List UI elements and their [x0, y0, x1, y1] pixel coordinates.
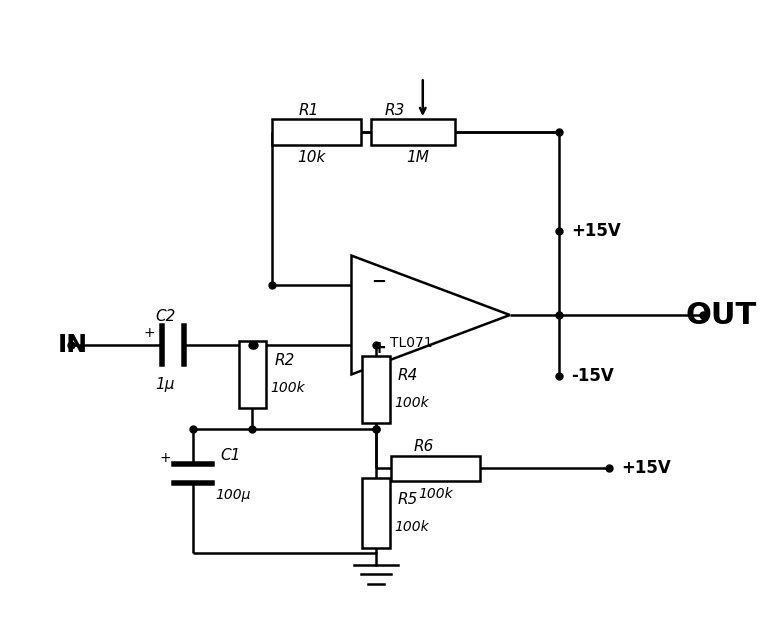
Text: 100k: 100k [418, 487, 453, 501]
Text: 100μ: 100μ [215, 488, 251, 502]
Bar [363, 356, 390, 423]
Text: C2: C2 [155, 310, 175, 324]
Bar [272, 119, 361, 145]
Text: OUT: OUT [685, 300, 757, 329]
Text: +15V: +15V [621, 459, 671, 478]
Text: C1: C1 [221, 448, 241, 463]
Text: 100k: 100k [271, 381, 305, 395]
Text: R5: R5 [398, 492, 418, 507]
Bar [391, 456, 480, 482]
Bar [239, 341, 267, 408]
Text: 1M: 1M [406, 150, 429, 165]
Text: 100k: 100k [394, 520, 429, 534]
Text: IN: IN [57, 332, 88, 356]
Text: -15V: -15V [572, 367, 614, 386]
Bar [371, 119, 455, 145]
Text: R1: R1 [299, 102, 319, 118]
Text: +: + [371, 339, 386, 356]
Text: TL071: TL071 [389, 336, 432, 349]
Text: R4: R4 [398, 368, 418, 383]
Text: +15V: +15V [572, 222, 621, 240]
Text: 1μ: 1μ [155, 377, 175, 392]
Bar [363, 478, 390, 548]
Text: +: + [144, 326, 155, 340]
Text: 100k: 100k [394, 396, 429, 410]
Text: −: − [371, 273, 386, 291]
Text: R6: R6 [414, 439, 434, 454]
Text: 10k: 10k [298, 150, 326, 165]
Text: +: + [159, 451, 171, 465]
Text: R2: R2 [274, 353, 295, 368]
Text: R3: R3 [385, 102, 405, 118]
